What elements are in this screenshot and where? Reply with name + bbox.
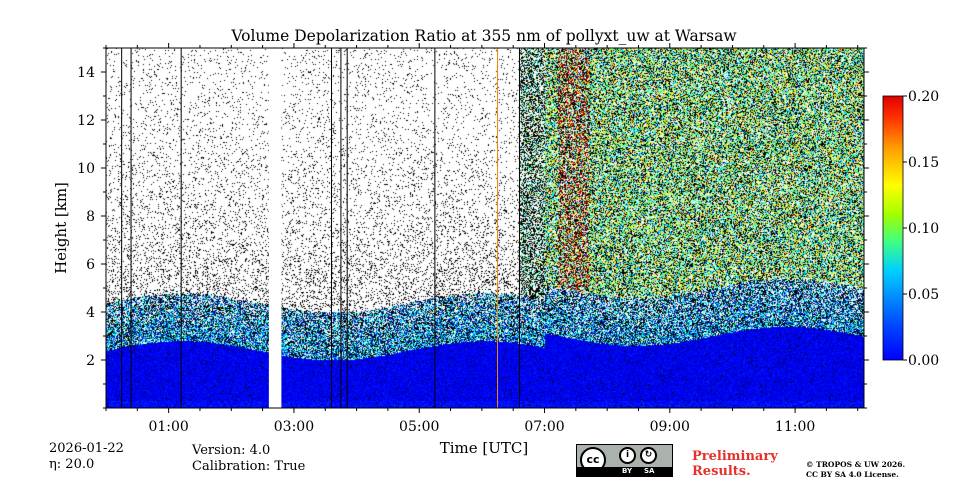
- y-axis-label: Height [km]: [52, 182, 70, 274]
- y-axis-ticks: 2 4 6 8 10 12 14: [77, 47, 869, 409]
- y-tick-label: 4: [86, 305, 95, 321]
- footer-left: 2026-01-22 η: 20.0: [49, 441, 124, 473]
- preliminary-results-note: Preliminary Results.: [692, 449, 778, 479]
- cc-license-badge: cc i ↻ BY SA: [576, 444, 673, 477]
- x-axis-ticks: 01:00 03:00 05:00 07:00 09:00 11:00: [105, 43, 859, 435]
- colorbar-tick-label: 0.00: [908, 353, 939, 369]
- by-person-icon: i: [619, 447, 636, 464]
- copyright-note: © TROPOS & UW 2026. CC BY SA 4.0 License…: [806, 460, 905, 480]
- x-tick-label: 01:00: [148, 419, 188, 435]
- preliminary-line2: Results.: [692, 464, 751, 479]
- footer-date: 2026-01-22: [49, 441, 124, 456]
- cc-sa-label: SA: [644, 467, 655, 475]
- x-tick-label: 11:00: [775, 419, 815, 435]
- data-gap: [268, 48, 282, 408]
- heatmap-foreign: [106, 48, 864, 408]
- data-gaps: [268, 48, 282, 408]
- y-tick-label: 10: [77, 161, 95, 177]
- sa-share-icon: ↻: [640, 447, 657, 464]
- profile-lines: [121, 48, 520, 408]
- colorbar-tick-label: 0.10: [908, 221, 939, 237]
- colorbar-gradient: [882, 95, 904, 361]
- plot-frame: [105, 47, 865, 409]
- footer-meta: Version: 4.0 Calibration: True: [192, 443, 305, 475]
- y-tick-label: 14: [77, 65, 95, 81]
- preliminary-line1: Preliminary: [692, 449, 778, 464]
- copyright-line2: CC BY SA 4.0 License.: [806, 470, 899, 479]
- y-tick-label: 8: [86, 209, 95, 225]
- colorbar-tick-label: 0.15: [908, 155, 939, 171]
- y-tick-label: 12: [77, 113, 95, 129]
- colorbar: 0.00 0.05 0.10 0.15 0.20: [882, 89, 939, 369]
- y-tick-label: 6: [86, 257, 95, 273]
- chart-title: Volume Depolarization Ratio at 355 nm of…: [230, 27, 737, 45]
- cc-by-label: BY: [622, 467, 633, 475]
- footer-calibration: Calibration: True: [192, 459, 306, 474]
- depolarization-heatmap: [106, 48, 864, 408]
- colorbar-tick-label: 0.20: [908, 89, 939, 105]
- x-axis-label: Time [UTC]: [440, 439, 529, 457]
- footer-version: Version: 4.0: [192, 443, 271, 458]
- y-tick-label: 2: [86, 353, 95, 369]
- footer-eta: η: 20.0: [49, 457, 95, 472]
- x-tick-label: 05:00: [399, 419, 439, 435]
- plot-area: 01:00 03:00 05:00 07:00 09:00 11:00 2 4 6 8 10 12 1…: [77, 43, 869, 435]
- x-tick-label: 07:00: [524, 419, 564, 435]
- cc-badge-bar: BY SA: [577, 467, 672, 476]
- copyright-line1: © TROPOS & UW 2026.: [806, 460, 906, 469]
- colorbar-ticks: 0.00 0.05 0.10 0.15 0.20: [903, 89, 939, 369]
- colorbar-tick-label: 0.05: [908, 287, 939, 303]
- x-tick-label: 03:00: [274, 419, 314, 435]
- x-tick-label: 09:00: [650, 419, 690, 435]
